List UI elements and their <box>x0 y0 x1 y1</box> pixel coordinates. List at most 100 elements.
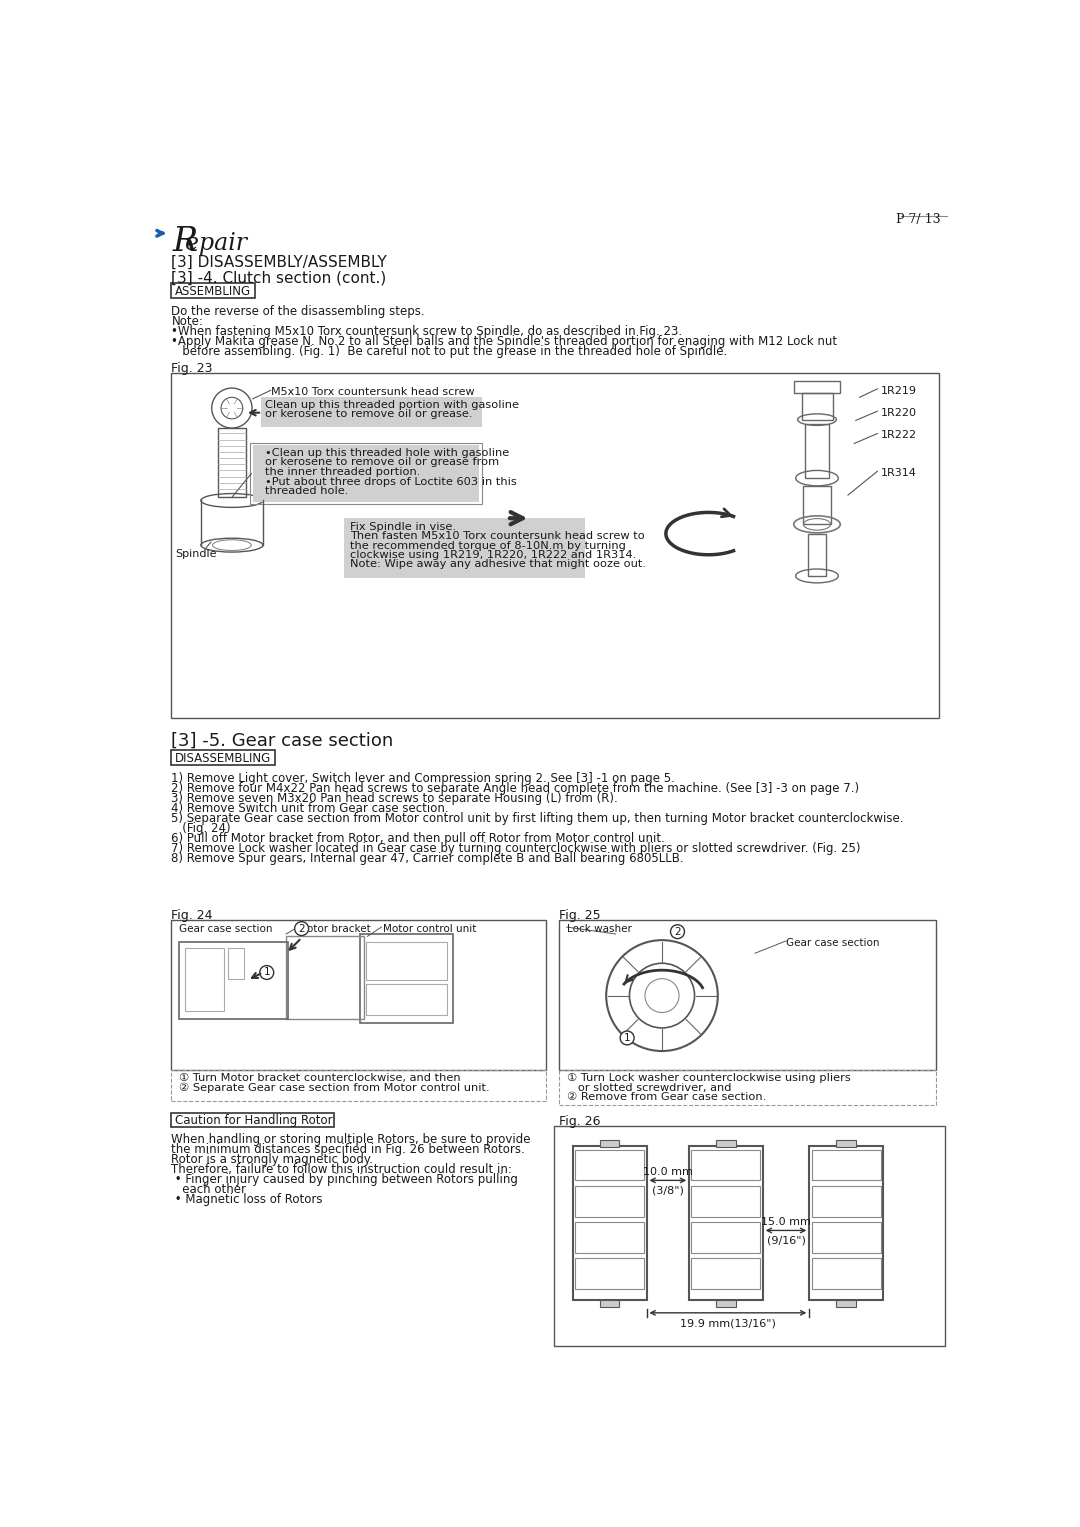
Text: 1: 1 <box>624 1032 631 1043</box>
Bar <box>172 284 255 298</box>
Bar <box>179 942 287 1019</box>
Text: 2: 2 <box>674 927 680 936</box>
Bar <box>366 983 446 1015</box>
Text: ① Turn Motor bracket counterclockwise, and then: ① Turn Motor bracket counterclockwise, a… <box>179 1073 461 1083</box>
Bar <box>808 533 826 576</box>
Text: P 7/ 13: P 7/ 13 <box>896 212 941 226</box>
Text: Spindle: Spindle <box>175 550 217 559</box>
Text: (Fig. 24): (Fig. 24) <box>172 822 231 835</box>
Text: the minimum distances specified in Fig. 26 between Rotors.: the minimum distances specified in Fig. … <box>172 1142 525 1156</box>
Text: R: R <box>172 226 198 258</box>
Text: 1) Remove Light cover, Switch lever and Compression spring 2. See [3] -1 on page: 1) Remove Light cover, Switch lever and … <box>172 771 675 785</box>
Bar <box>218 428 246 498</box>
Text: 1R219: 1R219 <box>880 386 917 395</box>
Text: Gear case section: Gear case section <box>786 938 879 948</box>
Bar <box>794 382 840 392</box>
Bar <box>811 1186 880 1217</box>
Bar <box>172 921 545 1070</box>
Text: 1R220: 1R220 <box>880 408 917 418</box>
Text: the inner threaded portion.: the inner threaded portion. <box>266 467 420 476</box>
Text: ② Separate Gear case section from Motor control unit.: ② Separate Gear case section from Motor … <box>179 1083 490 1093</box>
Text: before assembling. (Fig. 1)  Be careful not to put the grease in the threaded ho: before assembling. (Fig. 1) Be careful n… <box>172 345 728 357</box>
Text: • Magnetic loss of Rotors: • Magnetic loss of Rotors <box>172 1193 323 1206</box>
Text: 3) Remove seven M3x20 Pan head screws to separate Housing (L) from (R).: 3) Remove seven M3x20 Pan head screws to… <box>172 791 618 805</box>
Text: or kerosene to remove oil or grease from: or kerosene to remove oil or grease from <box>266 458 499 467</box>
Text: 5) Separate Gear case section from Motor control unit by first lifting them up, : 5) Separate Gear case section from Motor… <box>172 811 904 825</box>
Text: Do the reverse of the disassembling steps.: Do the reverse of the disassembling step… <box>172 305 426 318</box>
Text: 1: 1 <box>264 968 270 977</box>
Bar <box>228 948 243 979</box>
Bar <box>172 1113 334 1127</box>
Bar <box>286 936 364 1020</box>
Text: epair: epair <box>186 232 247 255</box>
Bar <box>801 392 833 420</box>
Text: (3/8"): (3/8") <box>652 1186 684 1196</box>
Text: M5x10 Torx countersunk head screw: M5x10 Torx countersunk head screw <box>271 388 474 397</box>
Text: Therefore, failure to follow this instruction could result in:: Therefore, failure to follow this instru… <box>172 1162 512 1176</box>
Bar <box>836 1299 855 1307</box>
Bar <box>689 1145 762 1299</box>
Text: •Clean up this threaded hole with gasoline: •Clean up this threaded hole with gasoli… <box>266 447 510 458</box>
Text: clockwise using 1R219, 1R220, 1R222 and 1R314.: clockwise using 1R219, 1R220, 1R222 and … <box>350 550 637 560</box>
Text: 1R314: 1R314 <box>880 469 917 478</box>
Circle shape <box>620 1031 634 1044</box>
Text: Caution for Handling Rotor: Caution for Handling Rotor <box>175 1115 333 1127</box>
Bar <box>572 1145 647 1299</box>
Bar <box>691 1186 760 1217</box>
Circle shape <box>260 965 273 979</box>
Text: Clean up this threaded portion with gasoline: Clean up this threaded portion with gaso… <box>266 400 519 409</box>
Bar <box>811 1150 880 1180</box>
Text: DISASSEMBLING: DISASSEMBLING <box>175 751 271 765</box>
Text: ② Remove from Gear case section.: ② Remove from Gear case section. <box>567 1092 766 1102</box>
Bar <box>186 948 225 1011</box>
Bar <box>576 1150 644 1180</box>
Bar <box>811 1258 880 1289</box>
Bar <box>691 1258 760 1289</box>
Bar <box>809 1145 882 1299</box>
Text: (9/16"): (9/16") <box>767 1235 806 1246</box>
Text: Fig. 24: Fig. 24 <box>172 909 213 922</box>
Bar <box>261 397 482 426</box>
Bar <box>559 1070 936 1106</box>
Text: • Finger injury caused by pinching between Rotors pulling: • Finger injury caused by pinching betwe… <box>172 1173 518 1185</box>
Bar <box>600 1299 619 1307</box>
Text: or kerosene to remove oil or grease.: or kerosene to remove oil or grease. <box>266 409 473 418</box>
Bar <box>172 374 939 718</box>
Bar <box>172 750 274 765</box>
Bar <box>360 935 453 1023</box>
Text: 15.0 mm: 15.0 mm <box>761 1217 811 1226</box>
Text: Note:: Note: <box>172 315 203 328</box>
Bar <box>600 1139 619 1147</box>
Text: the recommended torque of 8-10N.m by turning: the recommended torque of 8-10N.m by tur… <box>350 541 626 551</box>
Bar <box>576 1222 644 1252</box>
Text: Fig. 26: Fig. 26 <box>559 1115 600 1128</box>
Bar <box>716 1139 735 1147</box>
Bar <box>172 1070 545 1101</box>
Text: Fig. 23: Fig. 23 <box>172 362 213 376</box>
Bar <box>253 444 480 502</box>
Circle shape <box>671 925 685 939</box>
Text: [3] -4. Clutch section (cont.): [3] -4. Clutch section (cont.) <box>172 270 387 286</box>
Text: Rotor is a strongly magnetic body.: Rotor is a strongly magnetic body. <box>172 1153 374 1165</box>
Bar <box>804 486 831 524</box>
Text: or slotted screwdriver, and: or slotted screwdriver, and <box>567 1083 731 1093</box>
Text: ASSEMBLING: ASSEMBLING <box>175 286 252 298</box>
Text: 19.9 mm(13/16"): 19.9 mm(13/16") <box>680 1319 775 1328</box>
Text: each other: each other <box>172 1183 246 1196</box>
Text: Motor bracket: Motor bracket <box>298 924 370 935</box>
Text: Fix Spindle in vise.: Fix Spindle in vise. <box>350 522 457 531</box>
Bar <box>345 518 584 579</box>
Bar <box>559 921 936 1070</box>
Text: Motor control unit: Motor control unit <box>383 924 476 935</box>
Bar <box>554 1127 945 1345</box>
Bar <box>576 1258 644 1289</box>
Bar <box>691 1150 760 1180</box>
Text: threaded hole.: threaded hole. <box>266 486 349 496</box>
Bar <box>576 1186 644 1217</box>
Text: 10.0 mm: 10.0 mm <box>643 1167 692 1176</box>
Text: Fig. 25: Fig. 25 <box>559 909 600 922</box>
Text: 7) Remove Lock washer located in Gear case by turning counterclockwise with plie: 7) Remove Lock washer located in Gear ca… <box>172 841 861 855</box>
Text: •Apply Makita grease N. No.2 to all Steel balls and the Spindle's threaded porti: •Apply Makita grease N. No.2 to all Stee… <box>172 334 838 348</box>
Text: ① Turn Lock washer counterclockwise using pliers: ① Turn Lock washer counterclockwise usin… <box>567 1073 850 1083</box>
Text: Lock washer: Lock washer <box>567 924 632 935</box>
